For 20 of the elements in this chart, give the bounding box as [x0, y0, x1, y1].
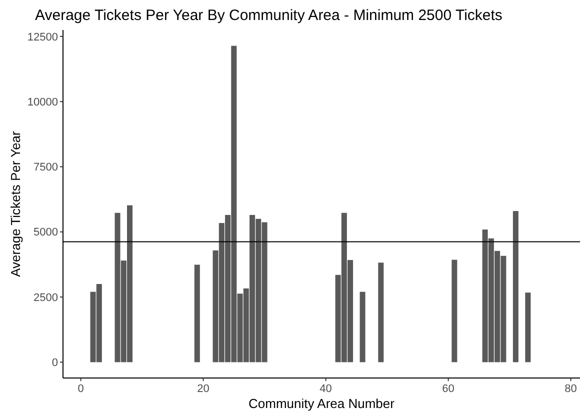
x-axis-title: Community Area Number [248, 396, 396, 411]
bar [194, 264, 200, 362]
x-tick-label: 0 [78, 383, 84, 395]
bar [360, 292, 366, 362]
x-tick-label: 20 [197, 383, 210, 395]
y-tick-label: 12500 [27, 31, 58, 44]
bar [378, 262, 384, 362]
x-tick-label: 60 [442, 383, 454, 395]
chart-title: Average Tickets Per Year By Community Area - Minimum 2500 Tickets [35, 7, 502, 24]
y-tick-label: 0 [52, 357, 58, 370]
y-tick-label: 7500 [34, 162, 58, 174]
x-tick-label: 80 [564, 383, 577, 395]
y-tick-label: 10000 [27, 96, 58, 108]
bar [525, 292, 531, 362]
x-tick-label: 40 [320, 383, 332, 395]
y-tick-label: 2500 [34, 292, 58, 304]
y-axis-title: Average Tickets Per Year [8, 130, 23, 277]
bar [512, 211, 518, 362]
bar [452, 260, 458, 362]
y-tick-label: 5000 [34, 226, 58, 239]
